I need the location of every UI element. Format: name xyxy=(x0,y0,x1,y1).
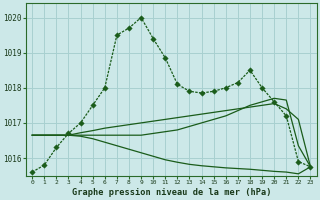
X-axis label: Graphe pression niveau de la mer (hPa): Graphe pression niveau de la mer (hPa) xyxy=(72,188,271,197)
